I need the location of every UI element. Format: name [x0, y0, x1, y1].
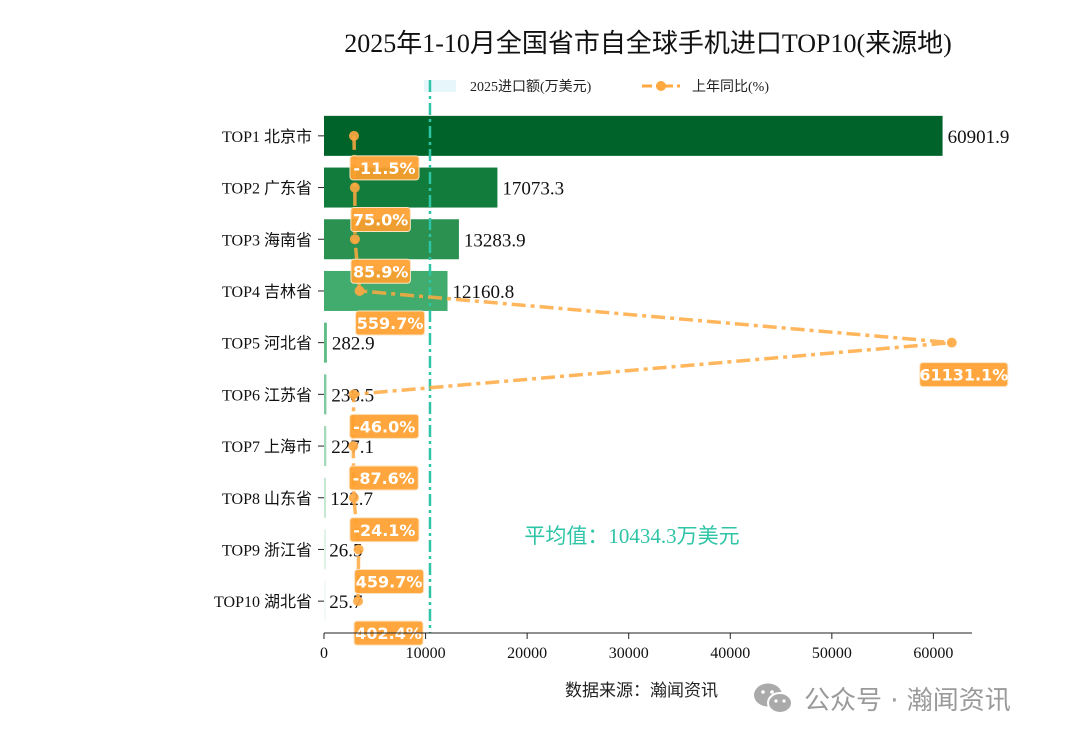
y-tick-label: TOP5 河北省 [222, 335, 312, 353]
yoy-label-box [349, 413, 420, 439]
source-note: 数据来源：瀚闻资讯 [565, 681, 718, 700]
bar-value-label: 12160.8 [453, 282, 515, 303]
bar-1 [324, 115, 943, 156]
wechat-icon [754, 683, 793, 714]
yoy-point [349, 182, 360, 193]
bar-value-label: 13283.9 [464, 230, 526, 251]
chart-title: 2025年1-10月全国省市自全球手机进口TOP10(来源地) [344, 29, 952, 58]
yoy-label-box [350, 207, 411, 233]
x-tick-label: 60000 [913, 645, 953, 662]
yoy-label: -11.5% [353, 159, 415, 178]
yoy-label: 85.9% [353, 262, 409, 281]
y-tick-label: TOP2 广东省 [222, 180, 312, 198]
yoy-label-box [354, 568, 425, 594]
bar-7 [324, 426, 327, 467]
yoy-label: 61131.1% [919, 366, 1008, 385]
legend-bar-label: 2025进口额(万美元) [470, 79, 592, 95]
bar-value-label: 17073.3 [502, 179, 564, 200]
bar-6 [324, 374, 327, 415]
yoy-label: -46.0% [353, 417, 415, 436]
yoy-label: -24.1% [353, 521, 415, 540]
yoy-label-box [348, 465, 419, 491]
yoy-label: -87.6% [353, 469, 415, 488]
y-tick-label: TOP7 上海市 [222, 438, 312, 456]
y-tick-label: TOP4 吉林省 [222, 283, 312, 301]
y-tick-label: TOP6 江苏省 [222, 386, 312, 404]
yoy-label: 559.7% [357, 314, 424, 333]
x-tick-label: 0 [320, 645, 328, 662]
yoy-point [348, 130, 359, 141]
yoy-label-box [355, 310, 426, 336]
x-tick-label: 40000 [710, 645, 750, 662]
yoy-label: 459.7% [356, 572, 423, 591]
yoy-label-box [349, 517, 420, 543]
y-tick-label: TOP3 海南省 [222, 231, 312, 249]
bar-10 [324, 581, 326, 622]
bar-value-label: 25.7 [329, 592, 362, 613]
yoy-point [946, 337, 957, 348]
legend-line-label: 上年同比(%) [692, 79, 769, 95]
x-tick-label: 20000 [507, 645, 547, 662]
legend-bar-swatch [424, 80, 456, 92]
y-tick-label: TOP8 山东省 [222, 490, 312, 508]
watermark-text: 公众号 · 瀚闻资讯 [804, 686, 1011, 716]
yoy-label-box [919, 362, 1009, 388]
x-tick-label: 30000 [609, 645, 649, 662]
yoy-point [348, 441, 359, 452]
yoy-point [353, 544, 364, 555]
bar-5 [324, 322, 327, 363]
yoy-point [353, 596, 364, 607]
watermark: 公众号 · 瀚闻资讯 [752, 680, 1011, 717]
y-tick-label: TOP1 北京市 [222, 128, 312, 146]
yoy-label: 402.4% [355, 624, 422, 643]
y-tick-label: TOP10 湖北省 [214, 593, 312, 611]
x-tick-label: 10000 [406, 645, 446, 662]
yoy-label: 75.0% [353, 211, 409, 230]
yoy-point [348, 389, 359, 400]
yoy-label-box [349, 155, 420, 181]
bar-9 [324, 529, 326, 570]
bar-value-label: 26.5 [329, 540, 362, 561]
yoy-point [354, 285, 365, 296]
bar-value-label: 282.9 [332, 334, 375, 355]
bar-value-label: 60901.9 [948, 127, 1010, 148]
yoy-point [348, 492, 359, 503]
average-label: 平均值：10434.3万美元 [524, 524, 739, 548]
y-tick-label: TOP9 浙江省 [222, 541, 312, 559]
bar-8 [324, 477, 326, 518]
yoy-label-box [350, 258, 411, 284]
x-tick-label: 50000 [812, 645, 852, 662]
legend-line-marker [656, 81, 666, 91]
yoy-point [349, 234, 360, 245]
